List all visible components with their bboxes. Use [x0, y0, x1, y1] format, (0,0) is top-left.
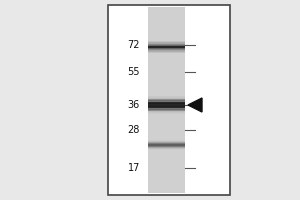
Bar [148, 98, 185, 99]
Bar [148, 41, 185, 42]
Bar [148, 46, 185, 47]
Bar [148, 142, 185, 143]
Bar [148, 103, 185, 104]
Bar [148, 148, 185, 149]
Bar [148, 99, 185, 100]
Bar [148, 146, 185, 147]
Bar [148, 109, 185, 110]
Bar [148, 106, 185, 107]
Bar [148, 7, 185, 193]
Bar [148, 107, 185, 108]
Text: 36: 36 [128, 100, 140, 110]
Text: 28: 28 [128, 125, 140, 135]
Bar [148, 45, 185, 46]
Bar [148, 101, 185, 102]
Bar [148, 112, 185, 113]
Bar [148, 140, 185, 141]
Bar [148, 110, 185, 111]
Bar [148, 103, 185, 104]
Bar [148, 52, 185, 53]
Bar [148, 145, 185, 146]
Bar [148, 106, 185, 107]
Bar [148, 107, 185, 108]
Bar [148, 100, 185, 101]
Bar [148, 147, 185, 148]
Bar [148, 97, 185, 98]
Bar [148, 51, 185, 52]
Bar [148, 102, 185, 103]
Text: 17: 17 [128, 163, 140, 173]
Bar [148, 51, 185, 52]
Bar [148, 43, 185, 44]
Bar [148, 47, 185, 48]
Bar [148, 143, 185, 144]
Bar [148, 48, 185, 49]
Bar [148, 141, 185, 142]
Bar [148, 44, 185, 45]
Bar [148, 41, 185, 42]
Text: 55: 55 [128, 67, 140, 77]
Bar [148, 49, 185, 50]
Bar [148, 110, 185, 111]
Bar [148, 109, 185, 110]
Text: 72: 72 [128, 40, 140, 50]
Bar [148, 113, 185, 114]
Bar [148, 105, 185, 106]
Bar [148, 144, 185, 145]
Bar [148, 42, 185, 43]
Bar [148, 99, 185, 100]
Bar [148, 108, 185, 109]
Bar [148, 96, 185, 97]
Bar [148, 104, 185, 105]
Bar [148, 149, 185, 150]
Bar [148, 96, 185, 97]
Bar [148, 52, 185, 53]
Bar [148, 102, 185, 103]
Bar [148, 46, 185, 47]
Bar [148, 50, 185, 51]
Bar [148, 100, 185, 101]
Bar [148, 47, 185, 48]
Bar [148, 111, 185, 112]
Bar [108, 5, 230, 195]
Bar [148, 42, 185, 43]
Polygon shape [188, 98, 202, 112]
